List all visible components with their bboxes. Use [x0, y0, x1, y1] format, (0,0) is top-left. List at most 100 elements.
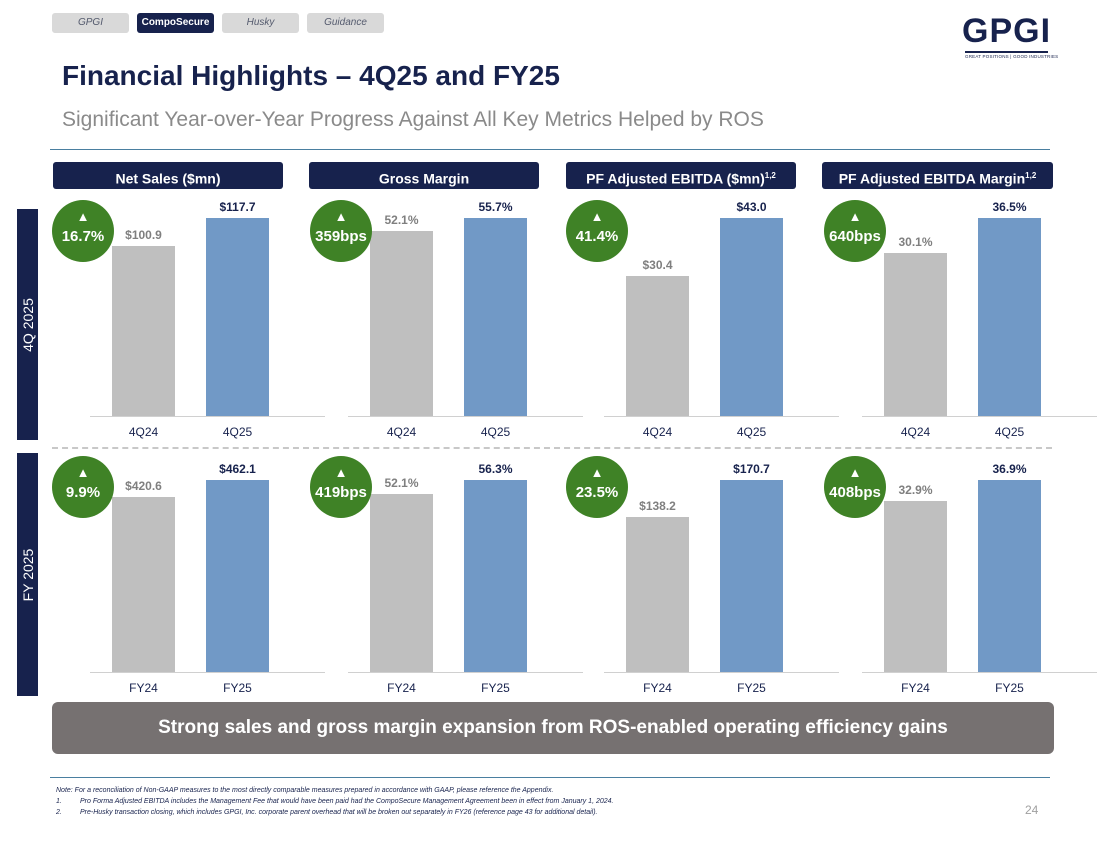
summary-banner: Strong sales and gross margin expansion …: [52, 702, 1054, 754]
column-header-sup: 1,2: [764, 171, 776, 180]
row-label-text: FY 2025: [19, 548, 36, 601]
footnote-number: 1.: [56, 798, 62, 805]
footnote-2: 2. Pre-Husky transaction closing, which i…: [56, 807, 613, 818]
chart-bar: [206, 218, 269, 416]
chart-bar: [112, 497, 175, 672]
tick-label: FY25: [995, 681, 1024, 695]
chart-bar: [112, 246, 175, 416]
change-badge: ▲ 640bps: [824, 200, 886, 262]
up-arrow-icon: ▲: [590, 209, 604, 224]
change-value: 359bps: [315, 228, 367, 245]
tick-label: 4Q25: [222, 425, 253, 439]
data-label: $420.6: [125, 479, 162, 493]
data-label: 56.3%: [478, 462, 513, 476]
chart-bar: [464, 480, 527, 672]
change-badge: ▲ 408bps: [824, 456, 886, 518]
data-label: $43.0: [736, 200, 767, 214]
row-label-text: 4Q 2025: [19, 297, 36, 352]
change-badge: ▲ 41.4%: [566, 200, 628, 262]
column-header-pf-adjusted-ebitda-margin: PF Adjusted EBITDA Margin1,2: [822, 162, 1053, 189]
data-label: 30.1%: [898, 235, 933, 249]
data-label: $462.1: [219, 462, 256, 476]
column-header-label: Net Sales ($mn): [115, 170, 221, 187]
chart-axis: [604, 672, 839, 673]
tick-label: 4Q24: [900, 425, 931, 439]
page-title: Financial Highlights – 4Q25 and FY25: [62, 60, 560, 91]
chart-bar: [884, 501, 947, 672]
footer-divider: [50, 777, 1050, 778]
page-number: 24: [1025, 803, 1039, 817]
footnotes: Note: For a reconciliation of Non-GAAP m…: [56, 785, 613, 818]
nav-tab-guidance[interactable]: Guidance: [307, 13, 384, 33]
change-value: 41.4%: [575, 228, 619, 245]
up-arrow-icon: ▲: [848, 209, 862, 224]
column-header-label: Gross Margin: [378, 170, 470, 187]
column-header-pf-adjusted-ebitda: PF Adjusted EBITDA ($mn)1,2: [566, 162, 796, 189]
chart-bar: [370, 231, 433, 416]
tick-label: 4Q24: [642, 425, 673, 439]
chart-axis: [90, 672, 325, 673]
chart-bar: [206, 480, 269, 672]
row-label-fy-2025: FY 2025: [17, 453, 38, 696]
change-value: 16.7%: [61, 228, 105, 245]
column-header-net-sales: Net Sales ($mn): [53, 162, 283, 189]
page-subtitle: Significant Year-over-Year Progress Agai…: [62, 108, 764, 131]
tick-label: FY25: [223, 681, 252, 695]
chart-bar: [978, 480, 1041, 672]
data-label: $117.7: [219, 200, 256, 214]
tick-label: FY25: [481, 681, 510, 695]
tick-label: FY24: [387, 681, 416, 695]
data-label: $170.7: [733, 462, 770, 476]
chart-axis: [604, 416, 839, 417]
nav-tab-husky[interactable]: Husky: [222, 13, 299, 33]
chart-bar: [720, 480, 783, 672]
change-badge: ▲ 23.5%: [566, 456, 628, 518]
chart-bar: [626, 276, 689, 416]
nav-tab-gpgi[interactable]: GPGI: [52, 13, 129, 33]
logo-text: GPGI: [962, 12, 1052, 50]
change-badge: ▲ 9.9%: [52, 456, 114, 518]
data-label: $100.9: [125, 228, 162, 242]
company-logo: GPGI GREAT POSITIONS | GOOD INDUSTRIES: [962, 12, 1058, 59]
column-header-gross-margin: Gross Margin: [309, 162, 539, 189]
data-label: 36.5%: [992, 200, 1027, 214]
tick-label: FY25: [737, 681, 766, 695]
change-value: 23.5%: [575, 484, 619, 501]
data-label: $138.2: [639, 499, 676, 513]
footnote-number: 2.: [56, 809, 62, 816]
logo-tagline: GREAT POSITIONS | GOOD INDUSTRIES: [965, 54, 1059, 59]
data-label: 32.9%: [898, 483, 933, 497]
tick-label: 4Q24: [386, 425, 417, 439]
data-label: 52.1%: [384, 476, 419, 490]
change-badge: ▲ 419bps: [310, 456, 372, 518]
tick-label: FY24: [643, 681, 672, 695]
column-header-label: PF Adjusted EBITDA ($mn): [586, 170, 765, 187]
chart-bar: [720, 218, 783, 416]
chart-bar: [978, 218, 1041, 416]
footnote-text: Pre-Husky transaction closing, which inc…: [80, 809, 598, 816]
data-label: $30.4: [642, 258, 673, 272]
tick-label: 4Q25: [736, 425, 767, 439]
up-arrow-icon: ▲: [334, 465, 348, 480]
tick-label: 4Q24: [128, 425, 159, 439]
change-value: 9.9%: [65, 484, 101, 501]
chart-bar: [626, 517, 689, 672]
tick-label: FY24: [901, 681, 930, 695]
data-label: 55.7%: [478, 200, 513, 214]
chart-axis: [348, 672, 583, 673]
nav-tab-composecure[interactable]: CompoSecure: [137, 13, 214, 33]
row-separator: [52, 447, 1052, 449]
footnote-1: 1. Pro Forma Adjusted EBITDA includes the…: [56, 796, 613, 807]
up-arrow-icon: ▲: [848, 465, 862, 480]
chart-axis: [90, 416, 325, 417]
tick-label: FY24: [129, 681, 158, 695]
up-arrow-icon: ▲: [334, 209, 348, 224]
tick-label: 4Q25: [480, 425, 511, 439]
change-value: 419bps: [315, 484, 367, 501]
change-value: 640bps: [829, 228, 881, 245]
tick-label: 4Q25: [994, 425, 1025, 439]
row-label-4q-2025: 4Q 2025: [17, 209, 38, 440]
column-header-label: PF Adjusted EBITDA Margin: [838, 170, 1026, 187]
chart-axis: [862, 416, 1097, 417]
data-label: 36.9%: [992, 462, 1027, 476]
